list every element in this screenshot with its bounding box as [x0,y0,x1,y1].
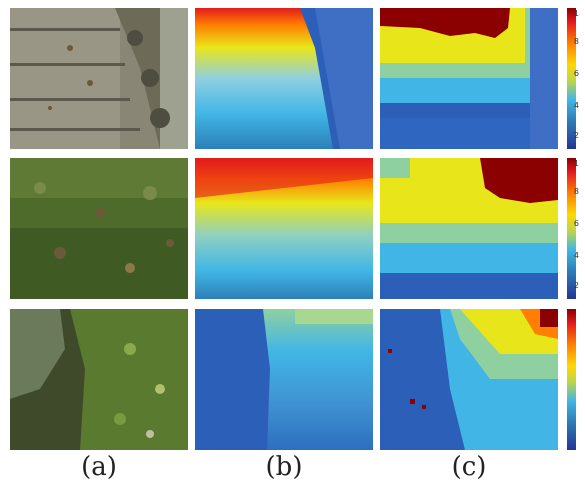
depth-gt-stone-steps [195,8,373,149]
colorbar-tick: 6 [573,69,579,78]
colorbar-tick: 6 [573,219,579,228]
depth-pred-stone-steps [380,8,558,149]
colorbar-row-2: 1 8 6 4 2 [567,158,579,299]
mossy-rock-image [10,309,188,450]
depth-pred-image-3 [380,309,558,450]
photo-grass-field [10,158,188,299]
depth-gt-mossy-rock [195,309,373,450]
photo-mossy-rock [10,309,188,450]
depth-pred-image-1 [380,8,558,149]
depth-pred-mossy-rock [380,309,558,450]
colorbar-row-1: 1 8 6 4 2 [567,8,579,149]
depth-pred-grass-field [380,158,558,299]
colorbar-tick: 4 [573,251,579,260]
depth-gt-image-2 [195,158,373,299]
colorbar-tick: 4 [573,101,579,110]
panel-label-a: (a) [81,452,117,482]
colorbar-tick: 1 [573,159,579,168]
grass-field-image [10,158,188,299]
colorbar-gradient [567,309,576,450]
panel-label-b: (b) [265,452,303,482]
depth-pred-image-2 [380,158,558,299]
colorbar-row-3 [567,309,579,450]
colorbar-gradient [567,8,576,149]
colorbar-tick: 8 [573,187,579,196]
depth-gt-grass-field [195,158,373,299]
panel-label-c: (c) [451,452,487,482]
colorbar-tick: 8 [573,37,579,46]
colorbar-tick: 2 [573,131,579,140]
stone-steps-image [10,8,188,149]
colorbar-tick: 1 [573,9,579,18]
depth-gt-image-1 [195,8,373,149]
photo-stone-steps [10,8,188,149]
depth-gt-image-3 [195,309,373,450]
colorbar-tick: 2 [573,281,579,290]
colorbar-gradient [567,158,576,299]
